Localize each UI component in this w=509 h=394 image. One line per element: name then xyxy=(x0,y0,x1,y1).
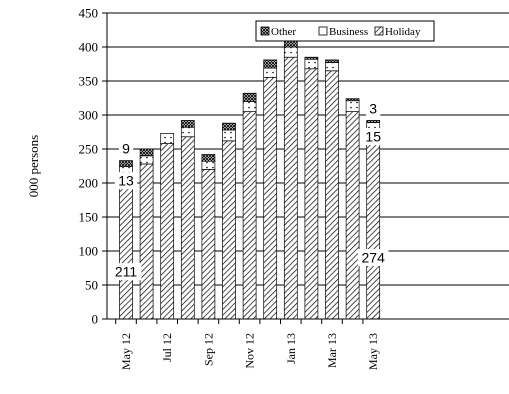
legend-label-business: Business xyxy=(329,26,368,38)
y-tick-label: 50 xyxy=(85,278,98,293)
bar-segment-business xyxy=(325,62,339,72)
bar-segment-business xyxy=(160,133,175,144)
bar-segment-other xyxy=(222,122,236,131)
bar-segment-holiday xyxy=(222,140,236,320)
legend-swatch-holiday xyxy=(374,26,384,36)
legend-box xyxy=(255,20,435,42)
bar-segment-holiday xyxy=(201,169,216,320)
y-tick-label: 300 xyxy=(79,108,99,123)
legend-swatch-other xyxy=(260,26,270,36)
x-tick-label: May 12 xyxy=(119,333,133,370)
y-tick-label: 400 xyxy=(79,40,99,55)
data-label-box xyxy=(362,127,385,145)
bar-segment-holiday xyxy=(160,143,175,320)
data-label: 13 xyxy=(118,173,134,189)
bar-segment-holiday xyxy=(119,175,133,320)
y-tick-label: 150 xyxy=(79,210,99,225)
data-label: 3 xyxy=(369,100,377,116)
bar-segment-business xyxy=(283,46,298,58)
y-tick-label: 200 xyxy=(79,176,99,191)
x-tick-label: Jul 12 xyxy=(160,333,174,362)
data-label-box xyxy=(110,263,142,281)
bar-segment-holiday xyxy=(345,111,360,320)
x-tick-label: Mar 13 xyxy=(325,333,339,368)
y-tick-label: 450 xyxy=(79,6,99,21)
data-labels: 211 13 9 274 15 3 xyxy=(110,99,389,281)
bar-segment-other xyxy=(304,56,319,60)
bar-segment-other xyxy=(139,148,154,157)
bar-segment-other xyxy=(366,120,381,123)
bar-segment-holiday xyxy=(325,70,339,320)
data-label-box xyxy=(366,99,381,117)
data-label: 15 xyxy=(365,128,381,144)
bar-segment-other xyxy=(180,120,195,128)
bar-segment-business xyxy=(139,155,154,165)
x-tick-label: May 13 xyxy=(366,333,380,370)
bar-segment-holiday xyxy=(180,136,195,320)
data-label: 9 xyxy=(122,141,130,157)
bar-segment-holiday xyxy=(283,56,298,320)
legend-label-holiday: Holiday xyxy=(385,26,421,38)
bar-segment-other xyxy=(242,92,257,102)
bar-segment-holiday xyxy=(263,77,278,320)
data-label: 211 xyxy=(115,264,138,280)
bar-segment-business xyxy=(180,126,195,138)
y-tick-label: 0 xyxy=(92,312,99,327)
bar-segment-business xyxy=(201,160,216,170)
bar-segment-business xyxy=(263,67,278,78)
bar-segment-other xyxy=(263,59,278,69)
bar-segment-other xyxy=(325,59,339,63)
bar-segment-holiday xyxy=(366,132,381,320)
legend-label-other: Other xyxy=(271,26,296,38)
bar-segment-other xyxy=(345,98,360,102)
legend: Other Business Holiday xyxy=(255,20,435,42)
bar-segment-other xyxy=(201,154,216,162)
y-axis-label: 000 persons xyxy=(26,135,41,197)
axes: 0 50 100 150 200 250 300 350 400 450 May 12 Jul 12 S… xyxy=(79,6,509,370)
y-tick-label: 250 xyxy=(79,142,99,157)
bar-segment-business xyxy=(222,129,236,142)
data-label-box xyxy=(118,140,134,158)
data-label-box xyxy=(114,172,138,190)
bar-segment-business xyxy=(242,101,257,112)
x-tick-label: Sep 12 xyxy=(201,333,215,366)
data-label: 274 xyxy=(362,250,386,266)
bar-segment-holiday xyxy=(242,111,257,320)
bar-segment-other xyxy=(119,160,133,168)
y-tick-label: 100 xyxy=(79,244,99,259)
x-tick-label: Jan 13 xyxy=(284,333,298,364)
bars xyxy=(119,39,381,320)
x-tick-label: Nov 12 xyxy=(243,333,257,369)
bar-segment-business xyxy=(304,58,319,70)
bar-segment-holiday xyxy=(304,68,319,320)
y-tick-label: 350 xyxy=(79,74,99,89)
legend-swatch-business xyxy=(318,26,328,36)
bar-segment-holiday xyxy=(139,163,154,320)
bar-segment-business xyxy=(345,100,360,112)
data-label-box xyxy=(357,249,389,267)
